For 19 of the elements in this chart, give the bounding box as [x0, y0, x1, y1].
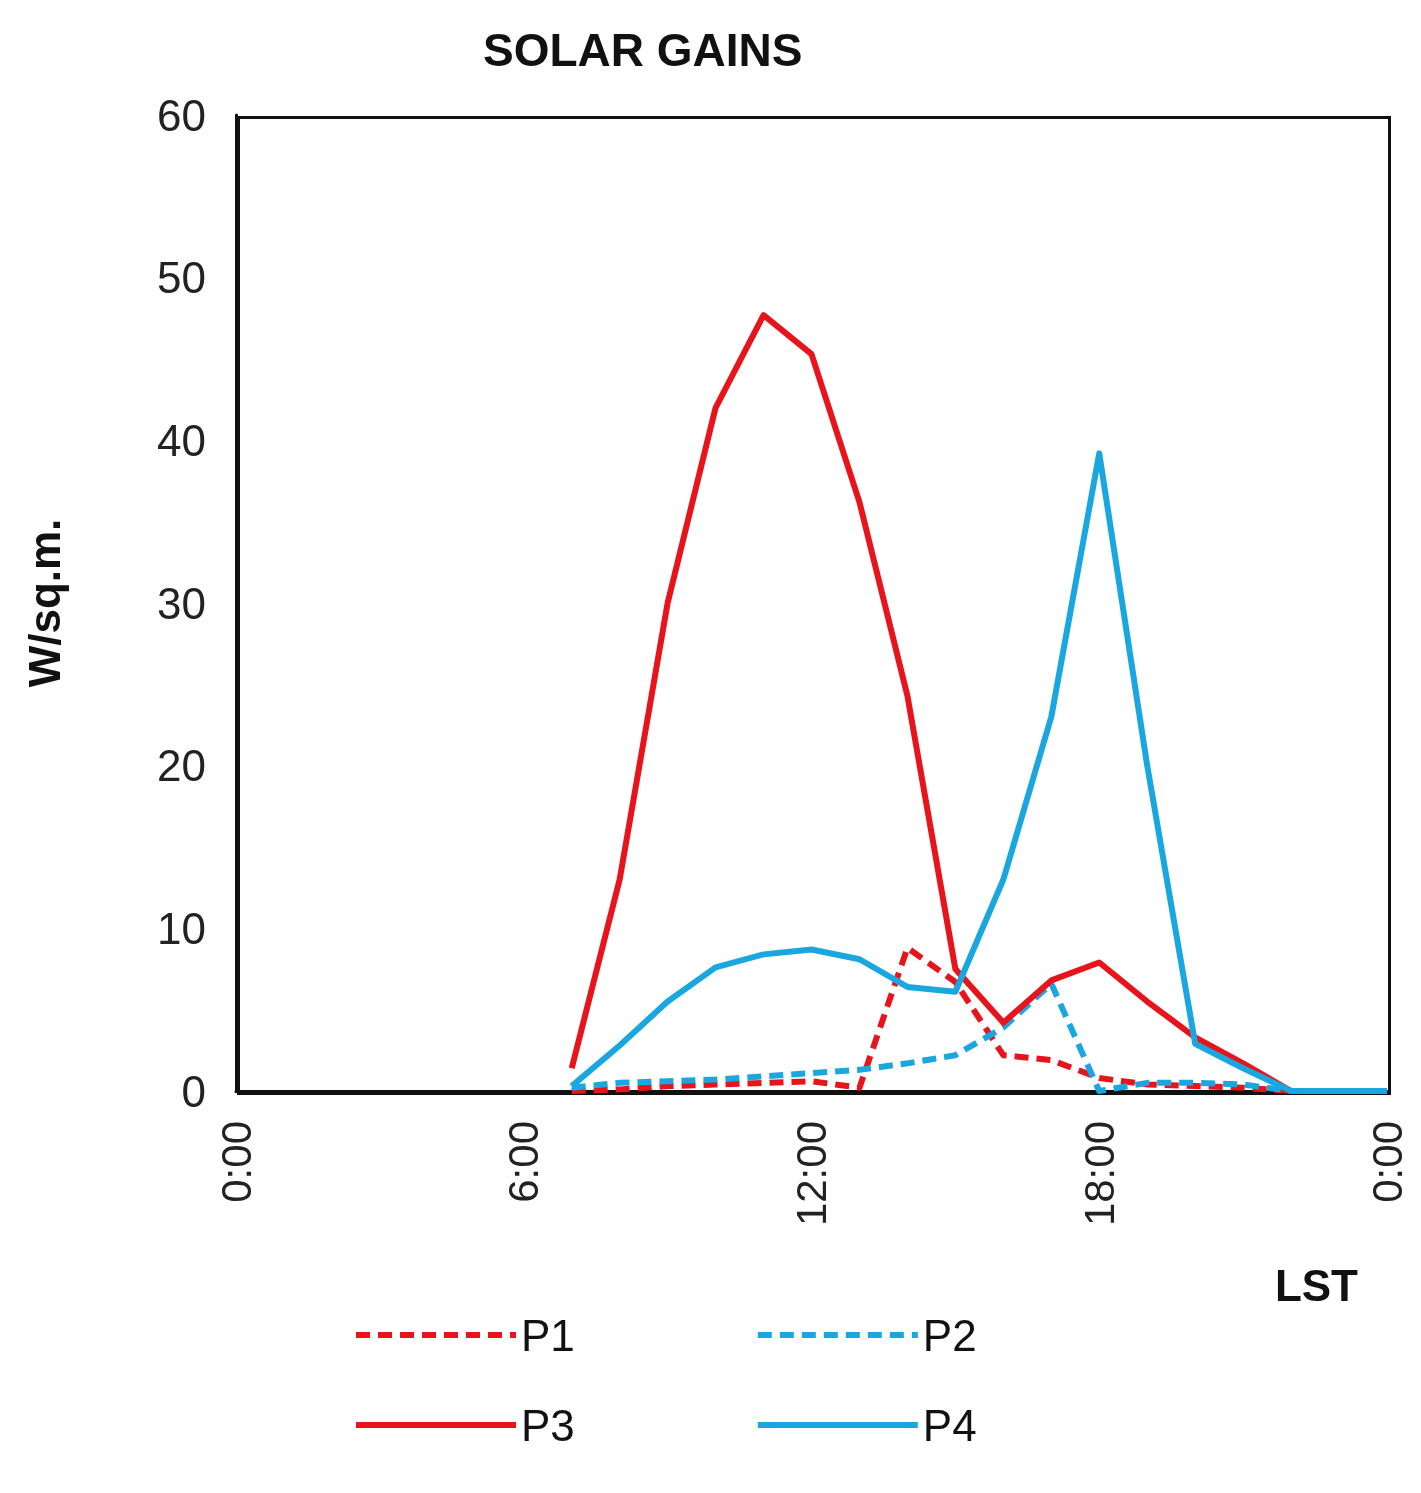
x-tick-label: 12:00 [788, 1121, 835, 1227]
y-tick-label: 20 [157, 741, 206, 791]
legend-label: P3 [521, 1400, 575, 1450]
x-tick-label: 18:00 [1075, 1121, 1123, 1227]
legend-label: P2 [922, 1310, 977, 1360]
y-tick-label: 0 [181, 1066, 206, 1116]
chart-title: SOLAR GAINS [483, 24, 803, 76]
y-tick-label: 50 [157, 253, 206, 303]
x-tick-label: 6:00 [500, 1121, 548, 1203]
legend-label: P1 [521, 1310, 575, 1360]
y-tick-label: 10 [157, 903, 206, 953]
x-tick-label: 0:00 [212, 1121, 260, 1203]
y-tick-label: 30 [157, 578, 206, 628]
x-axis-title: LST [1274, 1260, 1359, 1310]
y-tick-label: 60 [157, 90, 206, 140]
legend-label: P4 [922, 1400, 977, 1450]
x-tick-label: 0:00 [1363, 1121, 1411, 1203]
y-tick-label: 40 [157, 415, 206, 465]
y-axis-title: W/sq.m. [19, 518, 69, 688]
